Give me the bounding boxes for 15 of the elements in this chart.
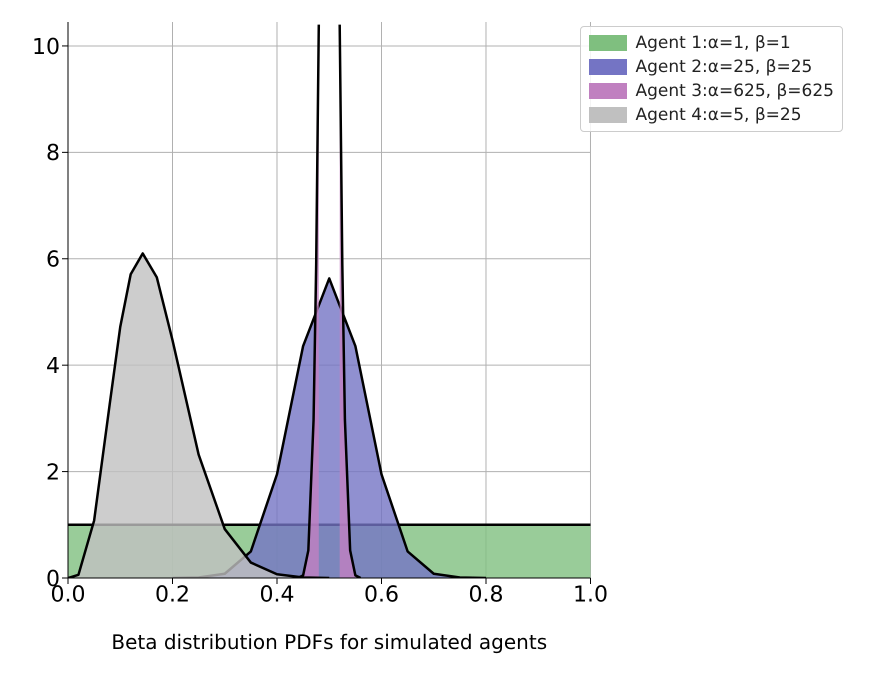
x-axis-title: Beta distribution PDFs for simulated agents <box>111 630 548 654</box>
y-tick-label: 8 <box>46 141 60 166</box>
x-tick-label: 0.8 <box>468 582 504 608</box>
x-tick-label: 0.6 <box>364 582 399 608</box>
x-tick-label: 0.4 <box>259 582 294 608</box>
legend-label: Agent 2:α=25, β=25 <box>635 56 812 79</box>
y-tick-label: 6 <box>46 248 60 273</box>
legend-label: Agent 3:α=625, β=625 <box>635 80 834 103</box>
x-tick-label: 0.2 <box>154 582 190 608</box>
y-tick-label: 2 <box>46 460 60 486</box>
legend-label: Agent 4:α=5, β=25 <box>635 104 802 127</box>
legend-label: Agent 1:α=1, β=1 <box>635 32 791 55</box>
x-tick-label: 1.0 <box>572 582 608 608</box>
y-tick-label: 4 <box>46 354 60 379</box>
y-tick-label: 10 <box>32 34 60 60</box>
